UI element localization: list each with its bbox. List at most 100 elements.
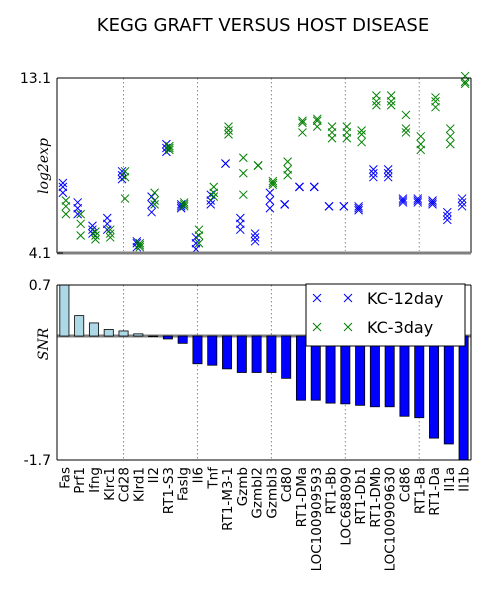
point-kc-12day-il1a-1 (442, 211, 452, 221)
bar-klrd1 (133, 333, 144, 337)
point-kc-3day-klrc1-0 (105, 233, 115, 242)
point-kc-12day-il2-2 (147, 192, 156, 201)
point-kc-12day-loc100909630-2 (383, 165, 393, 174)
gene-label-rt1-s3: RT1-S3 (161, 467, 177, 514)
point-kc-12day-gzmbl2-2 (250, 229, 260, 238)
bar-rt1-ba (414, 335, 425, 419)
expression-panel: 13.1 4.1 log2exp (20, 71, 472, 262)
bar-rt1-m3-1 (222, 335, 233, 370)
top-axes (56, 77, 472, 255)
point-kc-12day-il1a-0 (442, 215, 452, 225)
point-kc-12day-rt1-da-0 (428, 200, 437, 209)
point-kc-3day-klrc1-2 (105, 225, 115, 235)
point-kc-12day-klrc1-2 (102, 213, 112, 223)
point-kc-12day-il1b-1 (457, 198, 467, 207)
point-kc-3day-rt1-dma-1 (298, 118, 307, 128)
bar-loc100909630 (384, 335, 395, 408)
gene-label-faslg: Faslg (176, 467, 192, 501)
bar-klrc1 (103, 329, 114, 337)
point-kc-3day-loc100909630-0 (386, 100, 396, 110)
bar-rt1-dma (295, 335, 306, 401)
point-kc-3day-prf1-0 (76, 231, 86, 240)
point-kc-12day-rt1-dmb-2 (369, 165, 378, 174)
point-kc-12day-rt1-db1-0 (354, 205, 363, 215)
top-group-separators (123, 78, 420, 251)
point-kc-3day-tnf-0 (209, 192, 219, 201)
point-kc-3day-klrd1-1 (135, 240, 145, 250)
legend-box (305, 283, 466, 347)
top-ylabel: log2exp (36, 138, 52, 194)
point-kc-3day-il2-0 (150, 200, 159, 209)
point-kc-12day-loc688090-2 (339, 201, 349, 211)
point-kc-3day-il6-0 (194, 238, 204, 248)
point-kc-12day-rt1-bb-2 (324, 201, 334, 211)
bar-rt1-s3 (162, 335, 173, 340)
point-kc-3day-rt1-dmb-0 (372, 100, 381, 110)
point-kc-3day-faslg-1 (179, 200, 189, 209)
gene-label-prf1: Prf1 (72, 467, 88, 494)
point-kc-3day-rt1-s3-0 (165, 145, 174, 155)
point-kc-12day-ifng-2 (88, 221, 97, 231)
point-kc-3day-fas-0 (61, 209, 71, 219)
point-kc-12day-rt1-dmb-1 (369, 168, 378, 178)
gene-label-klrd1: Klrd1 (131, 467, 147, 502)
point-kc-12day-tnf-0 (206, 200, 216, 209)
point-kc-3day-rt1-ba-2 (416, 131, 426, 141)
point-kc-3day-rt1-s3-1 (165, 143, 174, 153)
point-kc-12day-il1a-2 (442, 207, 452, 217)
gene-label-ifng: Ifng (87, 467, 103, 493)
gene-label-cd80: Cd80 (279, 467, 295, 502)
point-kc-3day-klrd1-0 (135, 242, 145, 252)
gene-label-rt1-ba: RT1-Ba (412, 467, 428, 514)
point-kc-12day-loc100909593-2 (309, 182, 319, 192)
point-kc-3day-rt1-m3-1-1 (224, 126, 233, 135)
point-kc-12day-rt1-da-1 (428, 198, 437, 207)
bar-il1b (458, 335, 469, 461)
gene-label-il6: Il6 (190, 467, 206, 483)
gene-label-gzmbl2: Gzmbl2 (250, 467, 266, 519)
point-kc-3day-rt1-s3-2 (165, 141, 174, 151)
point-kc-3day-cd86-2 (401, 110, 411, 120)
top-ytick-max: 13.1 (20, 71, 51, 87)
bar-rt1-da (429, 335, 440, 439)
point-kc-3day-cd80-1 (283, 165, 293, 174)
point-kc-3day-il1a-0 (445, 139, 455, 149)
point-kc-12day-cd28-2 (117, 166, 127, 176)
bottom-ytick-min: -1.7 (24, 453, 51, 469)
point-kc-3day-loc100909630-2 (386, 91, 396, 100)
point-kc-12day-il2-1 (147, 200, 156, 209)
point-kc-12day-rt1-ba-1 (413, 196, 423, 205)
bar-cd86 (399, 335, 410, 417)
chart-title: KEGG GRAFT VERSUS HOST DISEASE (97, 15, 429, 36)
point-kc-12day-fas-1 (58, 182, 68, 192)
bar-prf1 (74, 315, 85, 337)
point-kc-12day-il1b-2 (457, 194, 467, 203)
point-kc-12day-gzmbl2-0 (250, 236, 260, 246)
point-kc-12day-rt1-db1-2 (354, 201, 363, 211)
point-kc-3day-cd86-0 (401, 128, 411, 137)
legend-marker-kc-12day (312, 293, 353, 303)
point-kc-12day-fas-2 (58, 178, 68, 188)
point-kc-3day-loc100909593-1 (312, 116, 322, 126)
bar-il6 (192, 335, 203, 365)
point-kc-12day-rt1-db1-1 (354, 203, 363, 213)
legend-x-marker-green (312, 322, 353, 332)
legend-label-kc-12day: KC-12day (367, 289, 443, 308)
point-kc-12day-cd86-1 (398, 196, 408, 205)
point-kc-12day-cd86-0 (398, 198, 408, 207)
gene-label-gzmbl3: Gzmbl3 (264, 467, 280, 519)
gene-labels: FasPrf1IfngKlrc1Cd28Klrd1Il2RT1-S3FaslgI… (57, 466, 472, 572)
point-kc-12day-gzmbl2-1 (250, 233, 260, 242)
point-kc-3day-loc688090-2 (342, 122, 352, 131)
point-kc-3day-rt1-dma-2 (298, 116, 307, 126)
bar-gzmb (236, 335, 247, 373)
gene-label-loc100909630: LOC100909630 (383, 467, 399, 571)
bar-tnf (207, 335, 218, 366)
point-kc-3day-fas-2 (61, 196, 71, 205)
point-kc-3day-cd28-2 (120, 166, 130, 176)
gene-label-loc100909593: LOC100909593 (309, 467, 325, 571)
point-kc-3day-rt1-m3-1-2 (224, 122, 233, 131)
point-kc-3day-faslg-2 (179, 198, 189, 207)
point-kc-3day-ifng-0 (91, 235, 100, 244)
